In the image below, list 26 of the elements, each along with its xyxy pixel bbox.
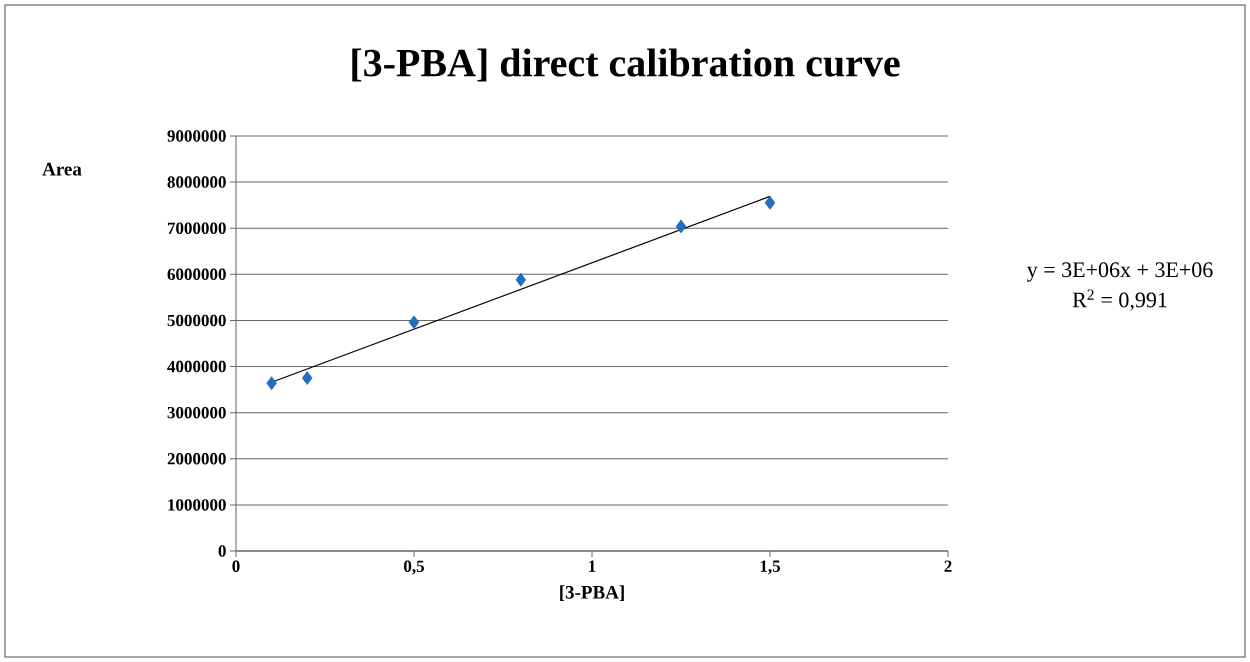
y-tick-label: 0 [218, 545, 226, 557]
y-tick-label: 8000000 [167, 176, 226, 188]
y-tick-label: 1000000 [168, 499, 226, 511]
x-axis-title: [3-PBA] [560, 585, 624, 602]
y-tick-label: 9000000 [167, 130, 226, 142]
x-tick-label: 1,5 [760, 560, 780, 575]
point [675, 219, 687, 234]
point [764, 196, 776, 210]
point [302, 371, 313, 385]
text: R$^{2}$ = 0,991 [1072, 289, 1167, 311]
y-axis-title: Area [42, 162, 82, 176]
y-tick-label: 4000000 [167, 360, 226, 373]
x-tick-label: 2 [944, 560, 952, 572]
point [266, 376, 277, 390]
y-tick-label: 7000000 [167, 222, 226, 234]
chart-title: [3-PBA] direct calibration curve [352, 48, 900, 82]
x-tick-label: 0 [232, 560, 240, 573]
text: y = 3E+06x + 3E+06 [1027, 262, 1213, 282]
x-tick-label: 0,5 [404, 560, 424, 575]
point [408, 315, 420, 330]
y-tick-label: 3000000 [167, 406, 226, 419]
x-tick-label: 1 [589, 560, 596, 572]
y-tick-label: 2000000 [167, 453, 226, 465]
point [515, 273, 526, 287]
y-tick-label: 5000000 [167, 314, 226, 327]
y-tick-label: 6000000 [167, 268, 226, 281]
